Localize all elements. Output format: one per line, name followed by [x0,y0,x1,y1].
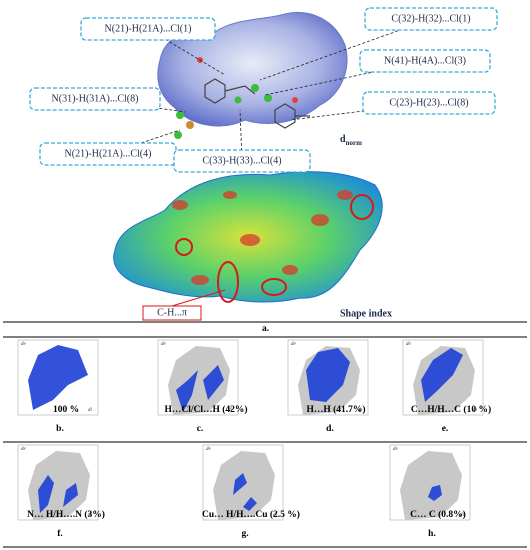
plot-letter: g. [241,529,248,539]
label-box [29,87,161,111]
plot-caption: C… C (0.8%) [410,509,466,520]
fingerprint-plot: de di [402,339,484,416]
interaction-label: C(32)-H(32)...Cl(1) [391,13,470,24]
label-box [364,7,498,31]
label-box [362,91,496,115]
x-axis-label: di [460,513,465,518]
interaction-label: C(33)-H(33)...Cl(4) [202,155,281,166]
fingerprint-plot: de di [389,444,471,521]
plot-caption: 100 % [53,405,79,415]
atoms [174,57,298,139]
plot-caption: N… H/H….N (3%) [27,509,105,520]
x-axis-label: di [358,408,363,413]
y-axis-label: de [406,342,412,347]
plot-letter: c. [197,424,204,434]
fingerprint-plot: de di [157,339,239,416]
blue-cloud [428,485,442,501]
fingerprint-plot: de di [17,444,99,521]
blue-cloud [38,475,78,513]
x-axis-label: di [473,408,478,413]
plot-letter: h. [428,529,436,539]
dnorm-label: dnorm [340,134,362,146]
label-box [359,49,491,73]
molecule [204,78,310,129]
gray-cloud [400,451,462,520]
pi-pointer [171,289,226,307]
blue-cloud [306,348,350,402]
pointer-arrow [289,102,430,121]
interaction-label: C(23)-H(23)...Cl(8) [389,97,468,108]
plot-letter: d. [326,424,334,434]
dnorm-base: d [340,134,346,145]
shape-index-label: Shape index [340,308,392,319]
interaction-label: N(21)-H(21A)...Cl(1) [105,23,192,34]
plot-caption: H…H (41.7%) [306,404,365,415]
blue-cloud [176,365,224,412]
y-axis-label: de [291,342,297,347]
interaction-label: N(31)-H(31A)...Cl(8) [52,93,139,104]
x-axis-label: di [228,408,233,413]
blue-cloud [421,348,463,402]
pi-label: C-H...π [157,307,187,318]
y-axis-label: de [21,342,27,347]
y-axis-label: de [21,447,27,452]
highlight-circles [175,194,374,303]
interaction-label: N(41)-H(4A)...Cl(3) [384,55,466,66]
blue-cloud [233,473,257,511]
plot-caption: Cu… H/H….Cu (2.5 %) [202,509,300,520]
fingerprint-plot: de di [202,444,284,521]
y-axis-label: de [206,447,212,452]
plot-caption: H…Cl/Cl…H (42%) [164,404,247,415]
plot-letter: b. [56,424,64,434]
interaction-label: N(21)-H(21A)...Cl(4) [65,148,152,159]
dnorm-sub: norm [346,139,363,147]
label-box [173,149,311,173]
label-box [80,17,216,41]
fingerprint-plot: de di [287,339,369,416]
x-axis-label: di [88,408,93,413]
y-axis-label: de [393,447,399,452]
pointer-arrow [239,109,243,162]
plot-caption: C…H/H…C (10 %) [411,404,491,415]
x-axis-label: di [273,513,278,518]
panel-letter: a. [262,324,269,334]
shape-index-spots [172,190,353,285]
plot-letter: e. [442,424,449,434]
x-axis-label: di [88,513,93,518]
plot-letter: f. [57,529,63,539]
blue-cloud [28,345,88,410]
y-axis-label: de [161,342,167,347]
fingerprint-plot: de di [17,339,99,416]
